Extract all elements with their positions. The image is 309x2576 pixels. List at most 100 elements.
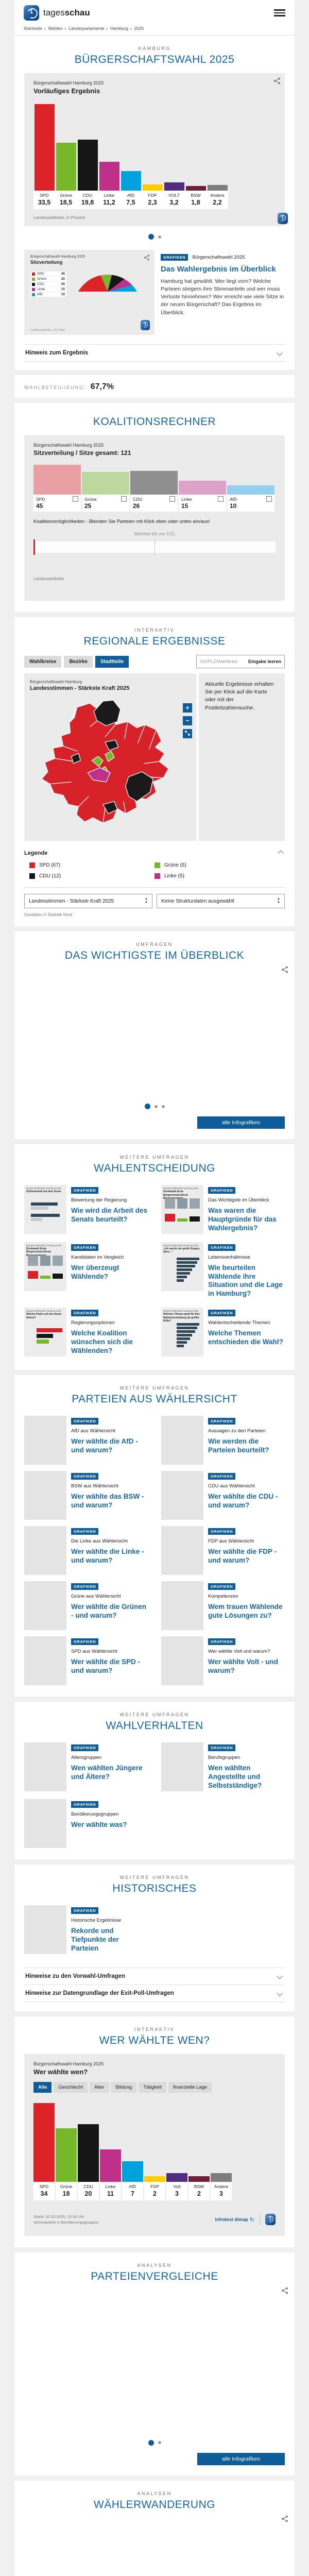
carousel-dot[interactable] [158,2441,161,2445]
party-checkbox[interactable] [266,496,272,502]
teaser-headline[interactable]: Wie werden die Parteien beurteilt? [208,1437,269,1454]
party-checkbox[interactable] [121,496,127,502]
teaser-card[interactable]: GRAFIKEN Kompetenzen Wem trauen Wählende g… [161,1581,285,1630]
teaser-card[interactable]: GRAFIKEN Grüne aus Wählersicht Wer wählte … [24,1581,148,1630]
carousel-dot[interactable] [148,234,154,240]
teaser-thumbnail[interactable] [161,1470,203,1520]
teaser-card[interactable]: GRAFIKEN CDU aus Wählersicht Wer wählte di… [161,1470,285,1520]
share-icon[interactable] [281,2515,288,2522]
teaser-headline[interactable]: Rekorde und Tiefpunkte der Parteien [71,1927,119,1953]
teaser-thumbnail[interactable] [161,1526,203,1575]
teaser-headline[interactable]: Wie beurteilen Wählende ihre Situation u… [208,1263,283,1298]
alle-infografiken-button[interactable]: alle Infografiken [197,1116,285,1129]
teaser-headline[interactable]: Wer wählte die CDU - und warum? [208,1492,278,1509]
chart-column-Grüne[interactable]: Grüne 25 [82,472,129,512]
teaser-thumbnail[interactable] [161,1581,203,1630]
overview-teaser[interactable]: Bürgerschaftswahl Hamburg 2025 Sitzverte… [14,245,295,344]
teaser-headline[interactable]: Was waren die Hauptgründe für das Wahler… [208,1207,277,1232]
teaser-card[interactable]: GRAFIKEN FDP aus Wählersicht Wer wählte di… [161,1526,285,1575]
teaser-headline[interactable]: Wer wählte die Grünen - und warum? [71,1602,147,1619]
share-icon[interactable] [281,2287,288,2294]
breadcrumb[interactable]: Startseite ▸ Wahlen ▸ Länderparlamente ▸ Hambu… [24,21,285,35]
map-fullscreen-button[interactable] [183,729,192,738]
teaser-card[interactable]: Bürgerschaftswahl Hamburg 2025 Welches Th… [161,1308,285,1359]
sitzverteilung-thumbnail[interactable]: Bürgerschaftswahl Hamburg 2025 Sitzverte… [24,250,154,335]
teaser-thumbnail[interactable] [161,1415,203,1465]
teaser-card[interactable]: GRAFIKEN Die Linke aus Wählersicht Wer wäh… [24,1526,148,1575]
teaser-headline[interactable]: Wen wählten Jüngere und Ältere? [71,1764,143,1781]
filter-geschlecht[interactable]: Geschlecht [54,2082,88,2093]
tab-wahlkreise[interactable]: Wahlkreise [24,655,62,668]
filter-bildung[interactable]: Bildung [111,2082,137,2093]
teaser-headline[interactable]: Wie wird die Arbeit des Senats beurteilt… [71,1207,147,1223]
chart-column-SPD[interactable]: SPD 45 [33,465,81,512]
map-zoom-in-button[interactable]: + [183,703,192,713]
carousel-dot[interactable] [161,1105,165,1108]
plz-search-input[interactable]: Ort/PLZ/Wahlkreis Eingabe leeren [196,655,285,668]
chart-column-AfD[interactable]: AfD 10 [227,485,274,512]
teaser-headline[interactable]: Wer wählte was? [71,1821,127,1829]
menu-icon[interactable] [274,8,285,18]
structurdata-select[interactable]: Keine Strukturdaten ausgewählt ▲ ▼ [157,894,285,908]
party-checkbox[interactable] [73,496,78,502]
chart-column-CDU[interactable]: CDU 26 [130,471,178,512]
teaser-card[interactable]: Bürgerschaftswahl Hamburg 2025 Zufriedenh… [24,1185,148,1236]
alle-infografiken-button[interactable]: alle Infografiken [197,2452,285,2465]
teaser-thumbnail[interactable]: Bürgerschaftswahl Hamburg 2025 „Ich mache… [161,1242,203,1291]
teaser-thumbnail[interactable] [24,1905,66,1955]
teaser-card[interactable]: Bürgerschaftswahl Hamburg 2025 Direktwahl… [24,1242,148,1302]
teaser-card[interactable]: GRAFIKEN AfD aus Wählersicht Wer wählte di… [24,1415,148,1465]
carousel-dot[interactable] [154,1105,158,1108]
breadcrumb-item[interactable]: Wahlen [48,26,63,31]
teaser-headline[interactable]: Wer wählte die AfD - und warum? [71,1437,138,1454]
filter-finanzielle-lage[interactable]: finanzielle Lage [168,2082,212,2093]
teaser-thumbnail[interactable] [24,1581,66,1630]
party-checkbox[interactable] [218,496,224,502]
clear-search-button[interactable]: Eingabe leeren [248,659,281,664]
teaser-card[interactable]: GRAFIKEN Wer wählte Volt und warum? Wer wä… [161,1636,285,1685]
filter-tätigkeit[interactable]: Tätigkeit [139,2082,167,2093]
teaser-card[interactable]: GRAFIKEN Aussagen zu den Parteien Wie werd… [161,1415,285,1465]
breadcrumb-item[interactable]: Startseite [24,26,42,31]
teaser-card[interactable]: Bürgerschaftswahl Hamburg 2025 Direktwahl… [161,1185,285,1236]
teaser-card[interactable]: GRAFIKEN Altersgruppen Wen wählten Jüngere… [24,1742,148,1793]
teaser-thumbnail[interactable]: Bürgerschaftswahl Hamburg 2025 Welches Th… [161,1308,203,1357]
share-icon[interactable] [273,77,281,84]
tab-bezirke[interactable]: Bezirke [64,655,93,668]
tab-stadtteile[interactable]: Stadtteile [95,655,129,668]
teaser-thumbnail[interactable] [24,1470,66,1520]
breadcrumb-item[interactable]: Hamburg [110,26,128,31]
teaser-headline[interactable]: Wen wählten Angestellte und Selbstständi… [208,1764,262,1789]
teaser-thumbnail[interactable]: Bürgerschaftswahl Hamburg 2025 Direktwahl… [161,1185,203,1234]
teaser-headline[interactable]: Wer wählte die FDP - und warum? [208,1547,277,1564]
teaser-headline[interactable]: Wer wählte das BSW - und warum? [71,1492,144,1509]
teaser-thumbnail[interactable] [24,1636,66,1685]
teaser-card[interactable]: GRAFIKEN Berufsgruppen Wen wählten Angeste… [161,1742,285,1793]
teaser-headline[interactable]: Welche Themen entschieden die Wahl? [208,1329,283,1346]
teaser-thumbnail[interactable] [161,1636,203,1685]
filter-alter[interactable]: Alter [89,2082,109,2093]
teaser-thumbnail[interactable] [24,1415,66,1465]
teaser-headline[interactable]: Wer wählte die SPD - und warum? [71,1657,141,1674]
breadcrumb-item[interactable]: 2025 [134,26,144,31]
accordion-row[interactable]: Hinweise zur Datengrundlage der Exit-Pol… [24,1985,285,2002]
teaser-card[interactable]: GRAFIKEN BSW aus Wählersicht Wer wählte da… [24,1470,148,1520]
accordion-hinweis-ergebnis[interactable]: Hinweis zum Ergebnis [24,345,285,362]
teaser-thumbnail[interactable]: Bürgerschaftswahl Hamburg 2025 Zufriedenh… [24,1185,66,1234]
teaser-thumbnail[interactable] [24,1799,66,1849]
brand-wordmark[interactable]: tagesschau [43,8,90,18]
teaser-card[interactable]: Bürgerschaftswahl Hamburg 2025 Welche Par… [24,1308,148,1359]
carousel-dot[interactable] [148,2439,154,2446]
teaser-card[interactable]: GRAFIKEN Historische Ergebnisse Rekorde un… [24,1905,148,1956]
teaser-headline[interactable]: Das Wahlergebnis im Überblick [161,265,276,274]
teaser-headline[interactable]: Wer überzeugt Wählende? [71,1263,119,1280]
teaser-thumbnail[interactable] [161,1742,203,1791]
share-icon[interactable] [144,255,150,261]
teaser-headline[interactable]: Wem trauen Wählende gute Lösungen zu? [208,1602,283,1619]
chevron-up-icon[interactable] [278,850,284,856]
teaser-headline[interactable]: Wer wählte die Linke - und warum? [71,1547,144,1564]
carousel-dot[interactable] [144,1104,150,1110]
party-checkbox[interactable] [169,496,175,502]
share-icon[interactable] [281,966,288,973]
teaser-thumbnail[interactable]: Bürgerschaftswahl Hamburg 2025 Welche Par… [24,1308,66,1357]
